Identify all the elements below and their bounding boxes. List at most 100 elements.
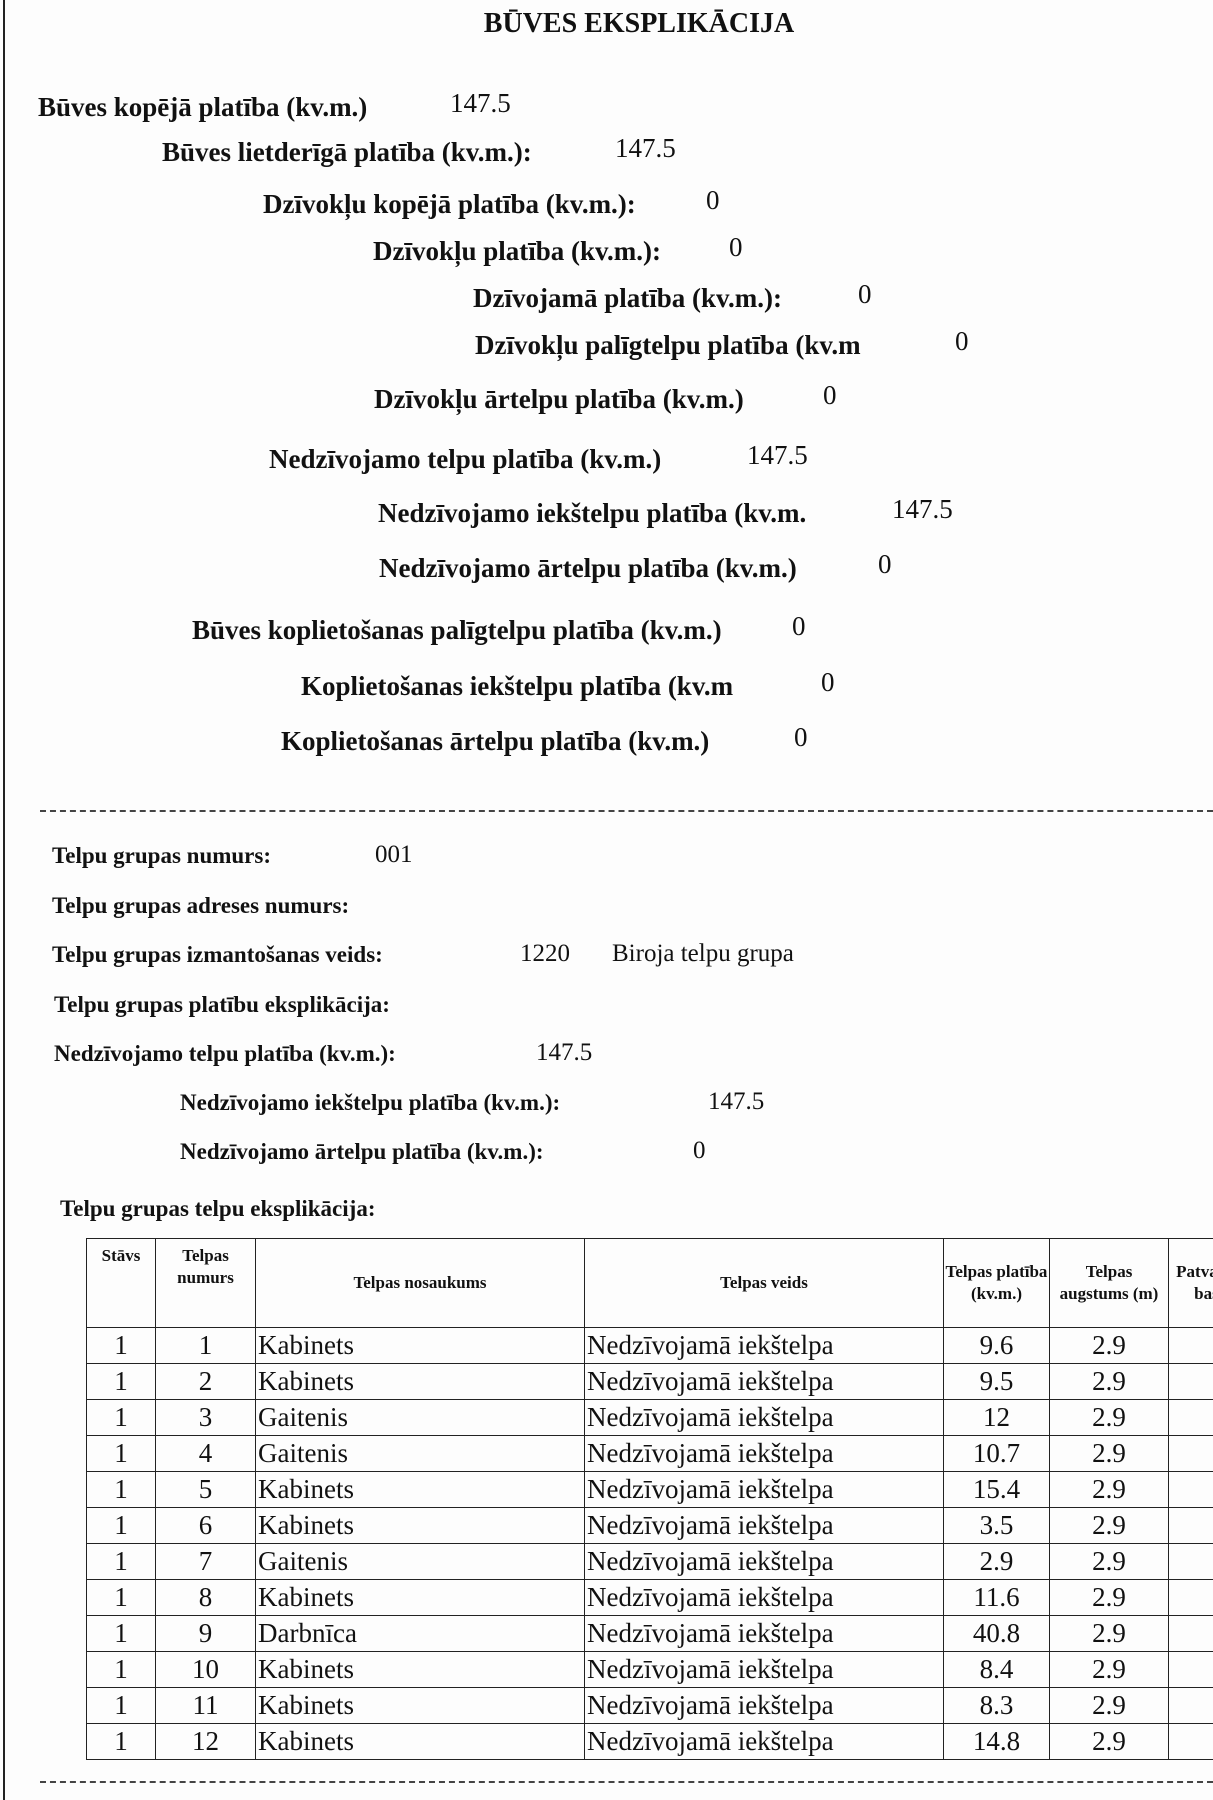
table-row: 1 7 Gaitenis Nedzīvojamā iekštelpa 2.9 2.9	[86, 1543, 1213, 1580]
table-cell	[1168, 1615, 1213, 1652]
table-cell: 2.9	[1049, 1579, 1169, 1616]
table-cell: 7	[155, 1543, 256, 1580]
table-cell: 10	[155, 1651, 256, 1688]
summary-value: 147.5	[615, 133, 676, 163]
group-use-label: Telpu grupas izmantošanas veids:	[52, 942, 383, 967]
table-cell: 2.9	[1049, 1723, 1169, 1760]
table-cell: 9.5	[943, 1363, 1050, 1400]
table-cell: 1	[86, 1723, 156, 1760]
table-cell	[1168, 1507, 1213, 1544]
table-row: 1 4 Gaitenis Nedzīvojamā iekštelpa 10.7 2.9	[86, 1435, 1213, 1472]
table-cell: 2.9	[1049, 1399, 1169, 1436]
column-header: Stāvs	[86, 1238, 156, 1328]
table-cell: 14.8	[943, 1723, 1050, 1760]
summary-value: 0	[878, 549, 892, 579]
summary-label: Būves kopējā platība (kv.m.)	[38, 92, 368, 122]
table-cell: 2.9	[943, 1543, 1050, 1580]
table-cell: 9	[155, 1615, 256, 1652]
summary-value: 0	[706, 185, 720, 215]
nonres-area-value: 147.5	[536, 1039, 593, 1066]
table-row: 1 9 Darbnīca Nedzīvojamā iekštelpa 40.8 2.9	[86, 1615, 1213, 1652]
page-edge-line	[3, 0, 5, 1800]
table-cell: 2.9	[1049, 1615, 1169, 1652]
rooms-table: Stāvs Telpas numurs Telpas nosaukums Telpas…	[86, 1238, 1213, 1760]
table-cell: 1	[86, 1579, 156, 1616]
table-cell: Nedzīvojamā iekštelpa	[584, 1543, 944, 1580]
summary-value: 0	[794, 722, 808, 752]
table-row: 1 1 Kabinets Nedzīvojamā iekštelpa 9.6 2.9	[86, 1327, 1213, 1364]
table-cell: Nedzīvojamā iekštelpa	[584, 1435, 944, 1472]
table-cell: 1	[86, 1327, 156, 1364]
table-cell: Kabinets	[255, 1507, 585, 1544]
table-cell: Kabinets	[255, 1687, 585, 1724]
table-header-row: Stāvs Telpas numurs Telpas nosaukums Telpas…	[86, 1238, 1213, 1328]
table-cell: Nedzīvojamā iekštelpa	[584, 1363, 944, 1400]
table-cell: Kabinets	[255, 1363, 585, 1400]
table-cell: Gaitenis	[255, 1435, 585, 1472]
table-body: 1 1 Kabinets Nedzīvojamā iekštelpa 9.6 2.9 1 2 K…	[86, 1327, 1213, 1760]
table-cell: 1	[86, 1543, 156, 1580]
summary-label: Koplietošanas ārtelpu platība (kv.m.)	[281, 726, 710, 756]
table-cell: 8.4	[943, 1651, 1050, 1688]
nonres-area-label: Nedzīvojamo telpu platība (kv.m.):	[54, 1041, 396, 1066]
nonres-indoor-value: 147.5	[708, 1088, 765, 1115]
table-cell: 1	[86, 1687, 156, 1724]
table-cell: 3	[155, 1399, 256, 1436]
table-cell: Nedzīvojamā iekštelpa	[584, 1327, 944, 1364]
summary-label: Nedzīvojamo telpu platība (kv.m.)	[269, 444, 662, 474]
table-row: 1 10 Kabinets Nedzīvojamā iekštelpa 8.4 2.9	[86, 1651, 1213, 1688]
divider-bottom	[40, 1781, 1213, 1783]
table-cell: 6	[155, 1507, 256, 1544]
table-cell: 12	[943, 1399, 1050, 1436]
group-number-value: 001	[375, 841, 413, 868]
summary-label: Būves lietderīgā platība (kv.m.):	[162, 137, 532, 167]
table-cell: 8.3	[943, 1687, 1050, 1724]
page-title: BŪVES EKSPLIKĀCIJA	[483, 8, 795, 39]
table-cell: Nedzīvojamā iekštelpa	[584, 1579, 944, 1616]
table-cell: 11.6	[943, 1579, 1050, 1616]
table-row: 1 8 Kabinets Nedzīvojamā iekštelpa 11.6 2.9	[86, 1579, 1213, 1616]
rooms-label: Telpu grupas telpu eksplikācija:	[60, 1196, 376, 1221]
table-cell	[1168, 1471, 1213, 1508]
table-cell: 1	[86, 1399, 156, 1436]
summary-label: Koplietošanas iekštelpu platība (kv.m	[301, 671, 734, 701]
summary-value: 0	[823, 380, 837, 410]
column-header: Telpas veids	[584, 1238, 944, 1328]
group-address-label: Telpu grupas adreses numurs:	[52, 893, 350, 918]
summary-value: 147.5	[892, 494, 953, 524]
table-cell: 2.9	[1049, 1687, 1169, 1724]
group-number-label: Telpu grupas numurs:	[52, 843, 272, 868]
column-header: Patva būvn bas pa	[1168, 1238, 1213, 1328]
table-cell: Nedzīvojamā iekštelpa	[584, 1399, 944, 1436]
table-cell: Kabinets	[255, 1651, 585, 1688]
nonres-outdoor-label: Nedzīvojamo ārtelpu platība (kv.m.):	[180, 1139, 544, 1164]
table-row: 1 2 Kabinets Nedzīvojamā iekštelpa 9.5 2.9	[86, 1363, 1213, 1400]
summary-label: Būves koplietošanas palīgtelpu platība (…	[192, 615, 722, 645]
table-cell: 1	[86, 1471, 156, 1508]
table-cell: 1	[86, 1363, 156, 1400]
summary-label: Dzīvokļu platība (kv.m.):	[373, 236, 662, 266]
table-cell: 2.9	[1049, 1543, 1169, 1580]
summary-value: 147.5	[450, 88, 511, 118]
summary-label: Nedzīvojamo ārtelpu platība (kv.m.)	[379, 553, 797, 583]
table-cell: Kabinets	[255, 1327, 585, 1364]
table-cell: 1	[155, 1327, 256, 1364]
table-cell: 1	[86, 1615, 156, 1652]
table-cell	[1168, 1363, 1213, 1400]
table-cell: Nedzīvojamā iekštelpa	[584, 1471, 944, 1508]
table-cell: Nedzīvojamā iekštelpa	[584, 1615, 944, 1652]
summary-label: Dzīvokļu ārtelpu platība (kv.m.)	[374, 384, 744, 414]
table-cell: Kabinets	[255, 1579, 585, 1616]
table-cell: 2.9	[1049, 1363, 1169, 1400]
table-row: 1 12 Kabinets Nedzīvojamā iekštelpa 14.8 2.9	[86, 1723, 1213, 1760]
summary-value: 0	[729, 232, 743, 262]
table-cell: 15.4	[943, 1471, 1050, 1508]
table-cell: Nedzīvojamā iekštelpa	[584, 1651, 944, 1688]
table-cell: Kabinets	[255, 1723, 585, 1760]
table-cell	[1168, 1327, 1213, 1364]
table-row: 1 6 Kabinets Nedzīvojamā iekštelpa 3.5 2.9	[86, 1507, 1213, 1544]
column-header: Telpas platība (kv.m.)	[943, 1238, 1050, 1328]
nonres-indoor-label: Nedzīvojamo iekštelpu platība (kv.m.):	[180, 1090, 561, 1115]
table-cell	[1168, 1651, 1213, 1688]
summary-label: Dzīvokļu palīgtelpu platība (kv.m	[475, 330, 861, 360]
